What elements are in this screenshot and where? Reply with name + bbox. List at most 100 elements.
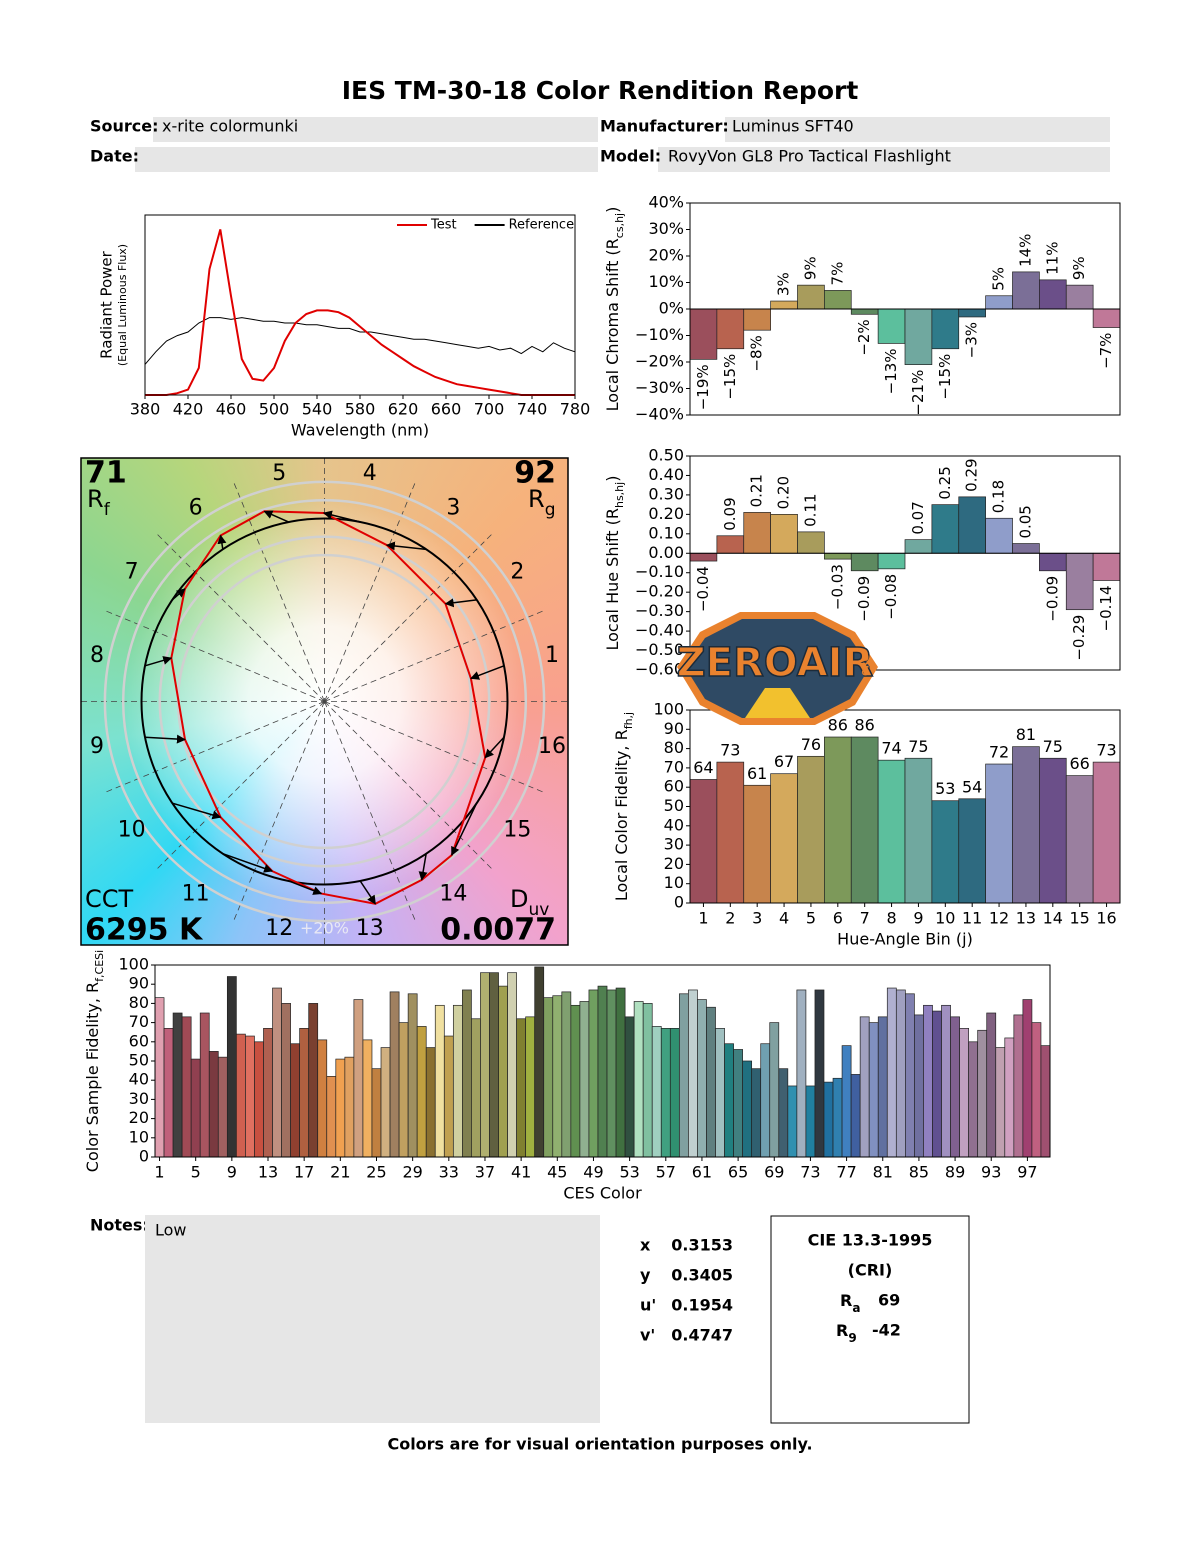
label-part: R [836, 1321, 848, 1340]
bar [760, 1043, 771, 1158]
bin-label: 13 [356, 916, 384, 941]
x-tick-label: 37 [475, 1163, 495, 1182]
x-tick-label: 17 [294, 1163, 314, 1182]
spectrum-line [144, 317, 576, 365]
bar [787, 1085, 798, 1158]
y-axis-label: Local Hue Shift (Rhs,hj) [603, 476, 626, 651]
bar [660, 1028, 671, 1158]
bar [877, 1016, 888, 1158]
bar [797, 284, 825, 310]
y-tick-label: −0.50 [635, 640, 684, 659]
bar [770, 514, 798, 554]
shift-arrow [451, 802, 478, 856]
x-tick-label: 500 [259, 400, 290, 419]
rg-value: 92 [514, 456, 556, 491]
bar [669, 1028, 680, 1158]
bin-boundary [324, 701, 547, 794]
bar [796, 989, 807, 1158]
label-part: Local Chroma Shift (R [603, 238, 622, 411]
x-tick-label: 29 [402, 1163, 422, 1182]
y-tick-label: 40 [129, 1070, 149, 1089]
bar [914, 1014, 924, 1158]
field-box [658, 147, 1110, 172]
y-tick-label: −0.30 [635, 601, 684, 620]
logo-text: ZEROAIR [677, 640, 874, 686]
x-tick-label: 580 [345, 400, 376, 419]
y-tick-label: 60 [664, 777, 684, 796]
shift-arrow [484, 736, 505, 759]
label-part: a [852, 1301, 860, 1315]
x-tick-label: 7 [860, 909, 870, 928]
field-value: x-rite colormunki [162, 117, 298, 136]
shift-arrow [263, 510, 290, 523]
bar [1004, 1037, 1015, 1158]
x-tick-label: 14 [1043, 909, 1063, 928]
x-tick-label: 13 [1016, 909, 1036, 928]
plot-frame [689, 202, 1121, 416]
logo-road [745, 688, 810, 718]
y-tick-label: 20 [129, 1108, 149, 1127]
y-tick-label: 70 [129, 1012, 149, 1031]
bar [995, 1047, 1006, 1158]
bar [706, 1006, 716, 1158]
bar [570, 1004, 581, 1158]
bar [344, 1056, 355, 1158]
bar [769, 1022, 780, 1158]
bar [850, 1074, 861, 1158]
bar [254, 1041, 264, 1158]
plot-frame [689, 709, 1121, 904]
cri-title: CIE 13.3-1995 [808, 1231, 933, 1250]
bar [985, 517, 1013, 554]
x-axis-label: Hue-Angle Bin (j) [837, 930, 973, 949]
value-label: −0.04 [694, 566, 712, 612]
bar [1092, 552, 1121, 581]
value-label: 3% [775, 272, 793, 296]
value-label: −21% [909, 370, 927, 416]
y-axis-label: Color Sample Fidelity, Rf,CESi [83, 950, 106, 1172]
y-tick-label: 30 [664, 835, 684, 854]
bar [868, 1022, 879, 1158]
value-label: 75 [1043, 737, 1063, 756]
bar [579, 1001, 590, 1158]
bin-boundary [154, 701, 325, 872]
bar [958, 308, 986, 318]
bar [824, 552, 852, 560]
bar [931, 504, 960, 554]
logo-suffix: ORG [862, 654, 872, 676]
shift-arrow [385, 541, 427, 551]
value-label: 11% [1043, 242, 1061, 275]
bar [689, 779, 718, 904]
bin-label: 7 [125, 560, 139, 585]
value-label: 0.21 [748, 474, 766, 507]
logo-badge [685, 619, 870, 718]
label-part: fh,j [622, 712, 635, 729]
value-label: 66 [1070, 754, 1090, 773]
x-tick-label: 380 [130, 400, 161, 419]
bar [326, 1076, 337, 1158]
notes-text: Low [155, 1221, 187, 1240]
bar [904, 539, 933, 554]
value-label: 64 [693, 758, 713, 777]
colorimetry-label: x [640, 1236, 651, 1255]
bar [743, 512, 771, 554]
y-tick-label: 50 [664, 796, 684, 815]
bar [1012, 746, 1040, 904]
colorimetry-label: u' [640, 1296, 656, 1315]
field-value: RovyVon GL8 Pro Tactical Flashlight [668, 147, 951, 166]
bar [697, 999, 707, 1158]
value-label: 76 [801, 735, 821, 754]
label-part: f,CESi [93, 950, 106, 982]
bin-label: 12 [265, 916, 293, 941]
x-tick-label: 25 [366, 1163, 386, 1182]
x-tick-label: 15 [1070, 909, 1090, 928]
bar [190, 1058, 201, 1158]
value-label: −7% [1097, 333, 1115, 369]
cri: CIE 13.3-1995 (CRI) Ra 69 R9 -42 [808, 1231, 933, 1345]
rg-label: Rg [528, 485, 555, 520]
chroma-ring [121, 498, 528, 905]
bar [770, 300, 798, 310]
bar [208, 1051, 219, 1158]
y-tick-label: 90 [664, 719, 684, 738]
value-label: 7% [828, 262, 846, 286]
bar [689, 308, 718, 360]
